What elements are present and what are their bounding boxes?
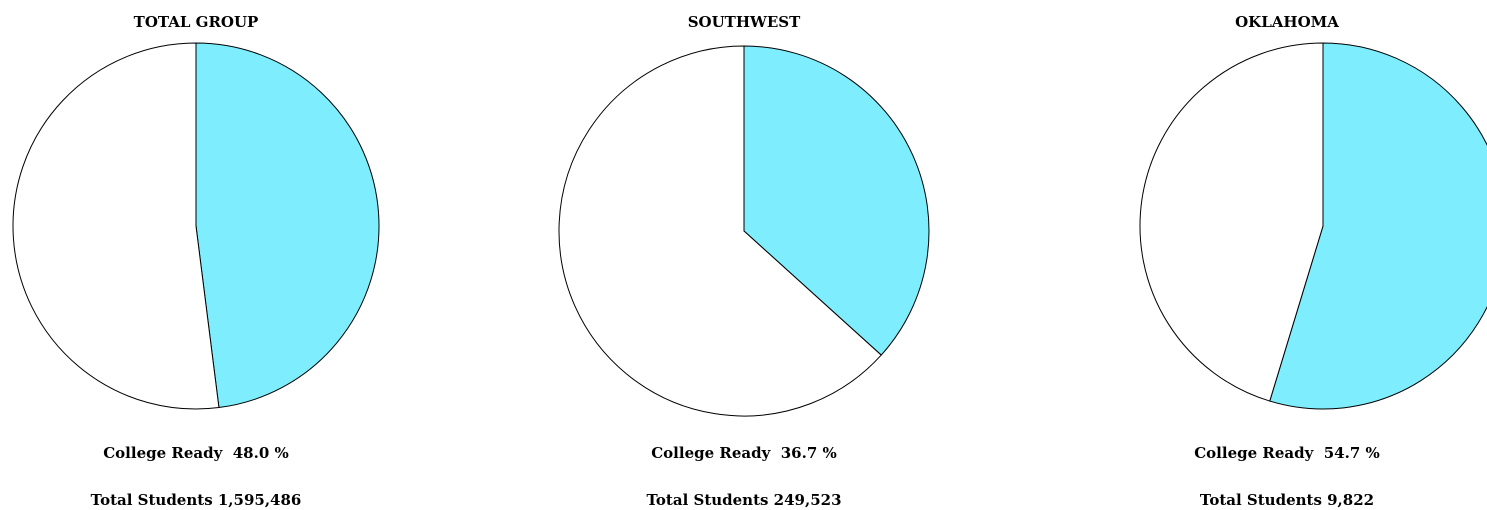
pie-slice-college-ready xyxy=(743,45,930,356)
chart-title: OKLAHOMA xyxy=(1235,13,1339,31)
total-students-label: Total Students 249,523 xyxy=(646,491,842,509)
pie-slice-remainder xyxy=(12,42,220,410)
pie-panel-total-group: TOTAL GROUP College Ready 48.0 % Total S… xyxy=(0,0,392,510)
pie-panel-southwest: SOUTHWEST College Ready 36.7 % Total Stu… xyxy=(544,0,944,510)
pie-chart xyxy=(1139,42,1487,410)
college-ready-label: College Ready 54.7 % xyxy=(1194,444,1380,462)
pie-slice-remainder xyxy=(1139,42,1324,402)
total-students-label: Total Students 1,595,486 xyxy=(90,491,302,509)
chart-title: TOTAL GROUP xyxy=(133,13,259,31)
college-ready-label: College Ready 36.7 % xyxy=(651,444,837,462)
pie-slice-college-ready xyxy=(1269,42,1487,410)
pie-panel-oklahoma: OKLAHOMA College Ready 54.7 % Total Stud… xyxy=(1087,0,1487,510)
pie-chart xyxy=(12,42,380,410)
pie-slice-college-ready xyxy=(195,42,380,409)
pie-slice-remainder xyxy=(558,45,882,417)
pie-chart xyxy=(558,45,930,417)
college-ready-label: College Ready 48.0 % xyxy=(103,444,289,462)
chart-title: SOUTHWEST xyxy=(687,13,801,31)
total-students-label: Total Students 9,822 xyxy=(1199,491,1375,509)
